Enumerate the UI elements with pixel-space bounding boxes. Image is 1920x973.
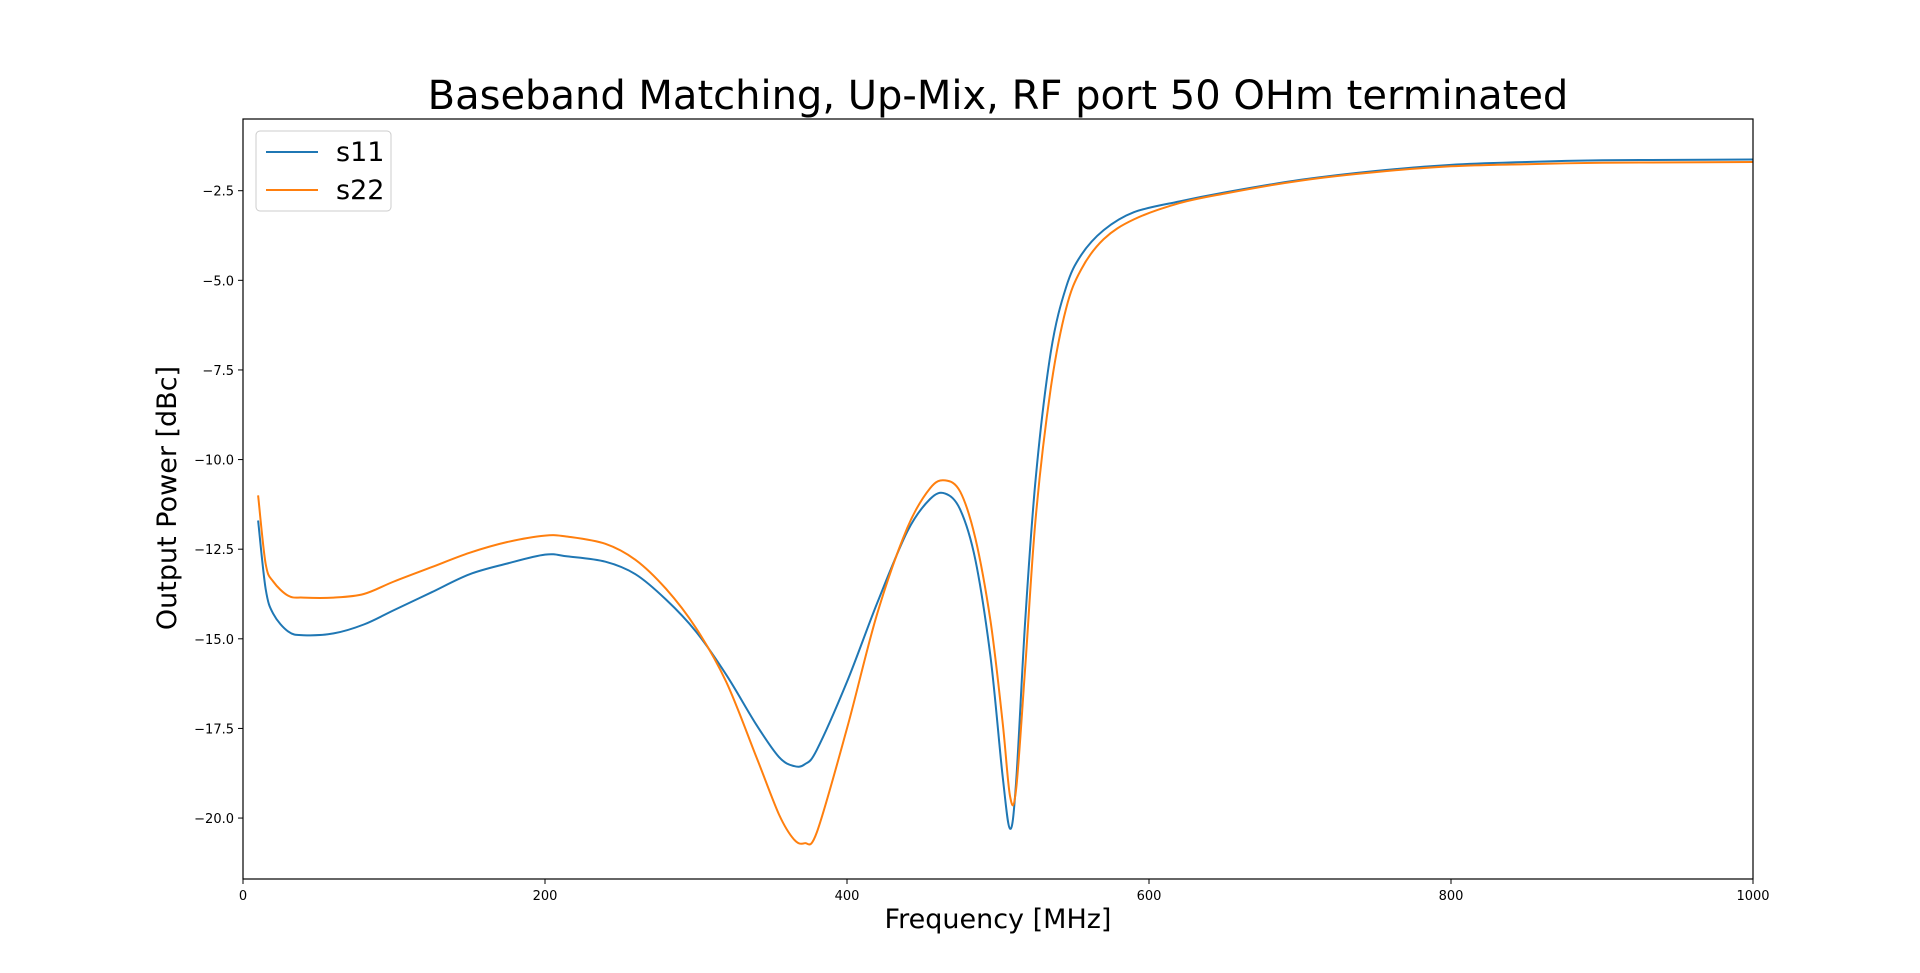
y-tick-label: −10.0 — [194, 454, 234, 469]
x-tick-label: 600 — [1137, 889, 1162, 904]
y-tick-label: −12.5 — [194, 543, 234, 558]
legend-label-s11: s11 — [336, 137, 384, 168]
y-axis-label: Output Power [dBc] — [152, 366, 183, 630]
chart-title: Baseband Matching, Up-Mix, RF port 50 OH… — [428, 73, 1569, 119]
y-tick-label: −17.5 — [194, 722, 234, 737]
legend-label-s22: s22 — [336, 175, 384, 206]
x-tick-label: 200 — [533, 889, 558, 904]
series-layer — [257, 158, 1754, 846]
ticks-layer: 0 200 400 600 800 1000 −20.0 −17.5 −15.0 −12.5 −10… — [194, 185, 1769, 904]
x-tick-label: 0 — [239, 889, 247, 904]
x-axis-label: Frequency [MHz] — [885, 904, 1112, 935]
series-line-s22 — [257, 161, 1754, 846]
y-tick-label: −20.0 — [194, 812, 234, 827]
x-tick-label: 400 — [835, 889, 860, 904]
y-tick-label: −7.5 — [202, 364, 234, 379]
y-tick-label: −5.0 — [202, 274, 234, 289]
y-tick-label: −15.0 — [194, 633, 234, 648]
series-line-s11 — [257, 158, 1754, 830]
x-tick-label: 800 — [1439, 889, 1464, 904]
x-tick-label: 1000 — [1736, 889, 1769, 904]
plot-frame — [242, 118, 1754, 880]
y-tick-label: −2.5 — [202, 185, 234, 200]
